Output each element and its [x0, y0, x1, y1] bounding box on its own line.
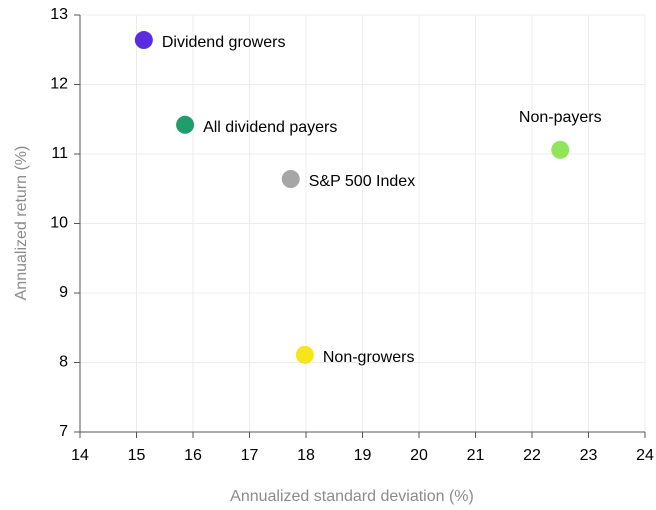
y-tick-label: 12	[50, 76, 68, 93]
point-label: Non-payers	[519, 109, 602, 126]
x-tick-label: 20	[410, 447, 428, 464]
x-tick-label: 22	[523, 447, 541, 464]
point-label: Dividend growers	[162, 34, 286, 51]
point-label: S&P 500 Index	[309, 173, 415, 190]
point	[176, 115, 195, 134]
point	[134, 31, 153, 50]
y-tick-label: 9	[59, 284, 68, 301]
x-tick-label: 19	[354, 447, 372, 464]
y-tick-label: 7	[59, 423, 68, 440]
x-tick-label: 18	[297, 447, 315, 464]
x-axis-title: Annualized standard deviation (%)	[230, 488, 474, 505]
y-tick-label: 11	[51, 145, 68, 162]
point	[295, 345, 314, 364]
x-tick-label: 14	[71, 447, 89, 464]
x-tick-label: 24	[636, 447, 654, 464]
y-tick-label: 10	[50, 215, 68, 232]
y-tick-label: 8	[59, 354, 68, 371]
x-tick-label: 15	[128, 447, 146, 464]
point-label: Non-growers	[323, 349, 415, 366]
point	[551, 140, 570, 159]
y-tick-label: 13	[50, 6, 68, 23]
point	[281, 170, 300, 189]
x-tick-label: 17	[241, 447, 259, 464]
x-tick-label: 21	[467, 447, 485, 464]
x-tick-label: 16	[184, 447, 202, 464]
point-label: All dividend payers	[203, 119, 337, 136]
y-axis-title: Annualized return (%)	[13, 146, 30, 301]
x-tick-label: 23	[580, 447, 598, 464]
